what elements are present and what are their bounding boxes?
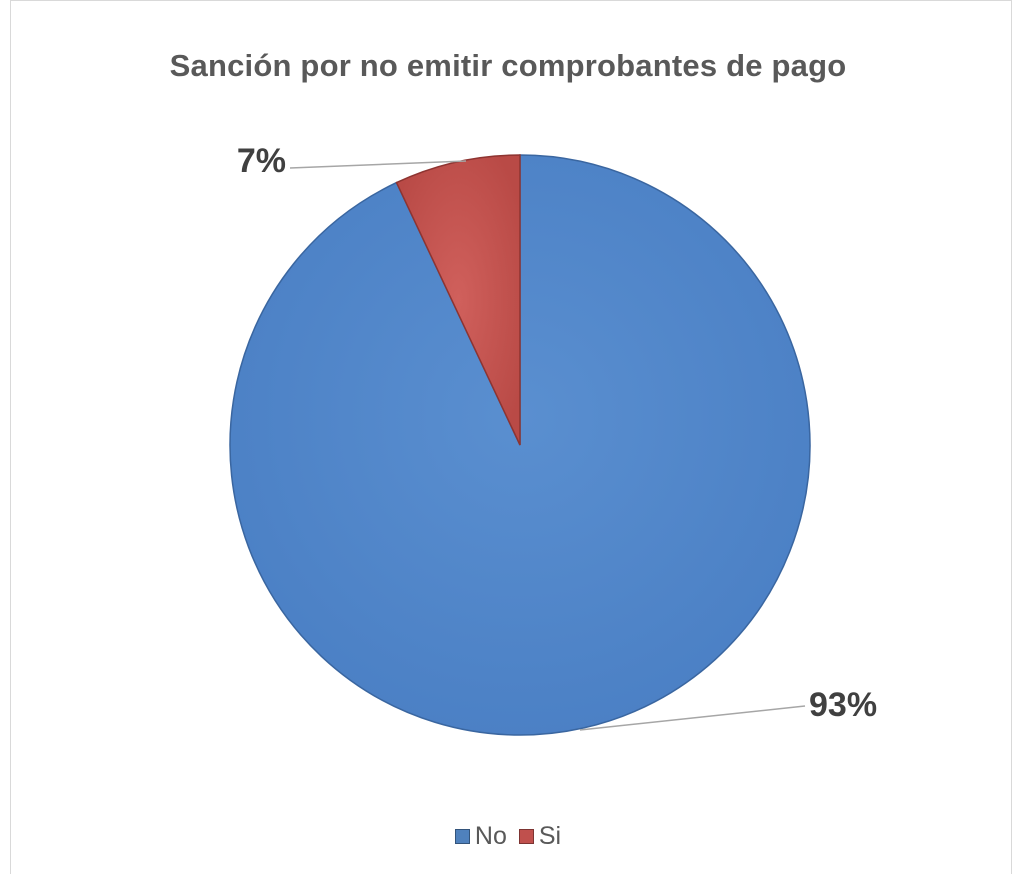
legend-item-no[interactable]: No bbox=[454, 822, 507, 851]
slices-group bbox=[229, 154, 811, 736]
chart-title: Sanción por no emitir comprobantes de pa… bbox=[169, 48, 847, 83]
leader-line-si bbox=[289, 160, 467, 169]
data-label-no: 93% bbox=[809, 686, 877, 724]
leader-lines bbox=[289, 160, 806, 731]
leader-line-no bbox=[579, 705, 806, 731]
legend-swatch-no bbox=[454, 829, 470, 844]
data-labels: 93% 7% bbox=[237, 142, 877, 724]
legend: No Si bbox=[0, 822, 1016, 851]
legend-swatch-si bbox=[518, 829, 534, 844]
legend-label-si: Si bbox=[538, 822, 562, 850]
pie-slice-no[interactable] bbox=[229, 154, 811, 736]
data-label-si: 7% bbox=[237, 142, 286, 180]
legend-item-si[interactable]: Si bbox=[518, 822, 562, 851]
legend-label-no: No bbox=[474, 822, 507, 850]
